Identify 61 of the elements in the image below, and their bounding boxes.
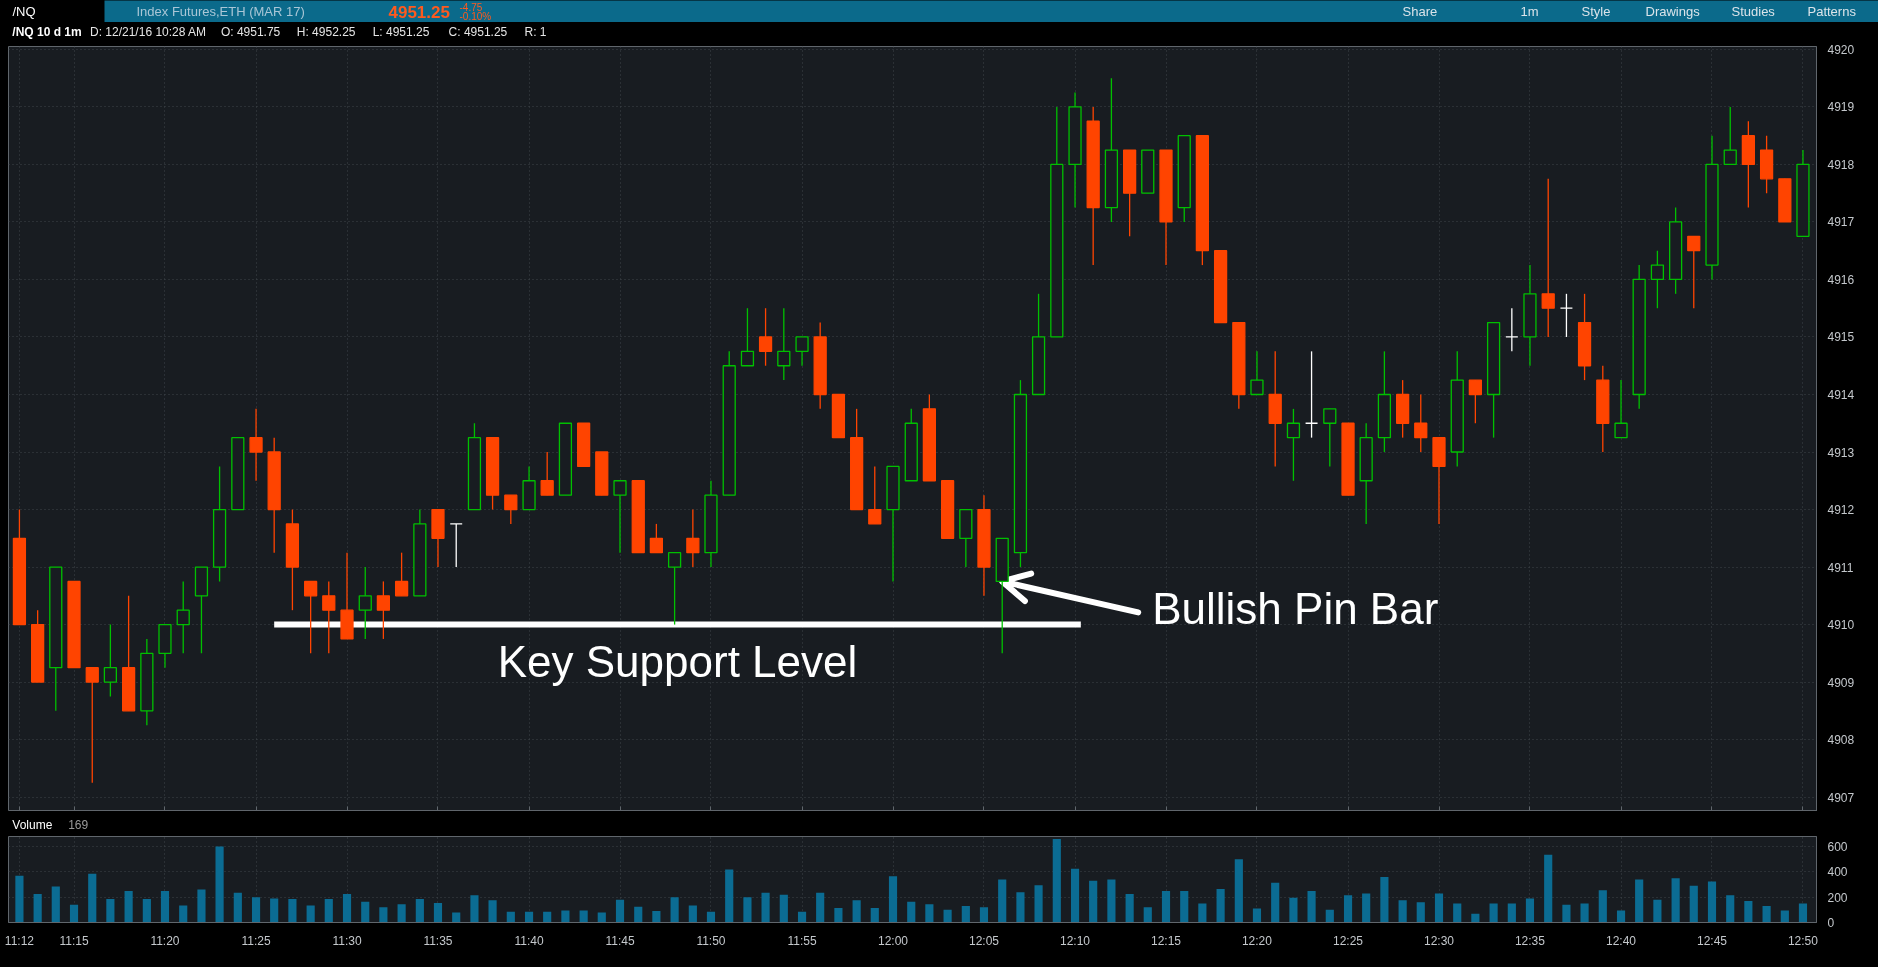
y-tick-label: 4908: [1827, 733, 1855, 748]
text: 1m: [1520, 4, 1539, 19]
x-tick-label: 12:15: [1150, 933, 1182, 948]
chart-title: Volume: [12, 817, 53, 832]
y-tick-label: 4907: [1827, 790, 1855, 805]
text: Patterns: [1807, 4, 1857, 19]
y-tick-label: 4917: [1827, 215, 1855, 230]
y-tick-label: 4920: [1827, 42, 1855, 57]
x-tick-label: 12:05: [968, 933, 1000, 948]
text: 4951.25: [388, 2, 450, 22]
text: Style: [1581, 4, 1611, 19]
y-tick-label: 4916: [1827, 272, 1855, 287]
x-tick-label: 11:50: [696, 933, 726, 948]
y-tick-label: 4919: [1827, 100, 1855, 115]
x-tick-label: 12:45: [1696, 933, 1728, 948]
x-tick-label: 12:35: [1514, 933, 1546, 948]
text: H: 4952.25: [296, 25, 356, 39]
text: D: 12/21/16 10:28 AM: [90, 25, 207, 39]
chart-title: /NQ 10 d 1m: [12, 25, 82, 39]
y-tick-label: 4914: [1827, 387, 1855, 402]
text: Index Futures,ETH (MAR 17): [136, 4, 305, 19]
y-tick-label: 4918: [1827, 157, 1855, 172]
y-tick-label: 4909: [1827, 675, 1855, 690]
x-tick-label: 11:35: [423, 933, 453, 948]
x-tick-label: 12:10: [1060, 933, 1091, 948]
y-tick-label: 200: [1827, 890, 1848, 905]
x-tick-label: 11:12: [4, 933, 35, 948]
x-tick-label: 11:30: [332, 933, 362, 948]
x-tick-label: 12:50: [1787, 933, 1819, 948]
text: Drawings: [1645, 4, 1701, 19]
x-tick-label: 12:30: [1423, 933, 1455, 948]
y-tick-label: 4915: [1827, 330, 1855, 345]
text: Studies: [1731, 4, 1776, 19]
annotation: Bullish Pin Bar: [1152, 583, 1439, 633]
series-label: Key Support Level: [497, 637, 858, 687]
x-tick-label: 11:25: [241, 933, 271, 948]
x-tick-label: 11:40: [514, 933, 544, 948]
text: -4.75: [459, 2, 483, 13]
x-tick-label: 11:20: [150, 933, 180, 948]
text: R: 1: [524, 25, 547, 39]
text: O: 4951.75: [220, 25, 281, 39]
y-tick-label: 400: [1827, 865, 1848, 880]
x-tick-label: 12:00: [877, 933, 909, 948]
y-tick-label: 0: [1827, 916, 1835, 930]
y-tick-label: 600: [1827, 840, 1848, 855]
x-tick-label: 11:55: [787, 933, 817, 948]
text: Share: [1402, 4, 1438, 19]
y-tick-label: 4911: [1827, 560, 1854, 575]
text: C: 4951.25: [448, 25, 508, 39]
text: 169: [68, 818, 89, 832]
text: -0.10%: [459, 11, 492, 22]
x-tick-label: 11:45: [605, 933, 635, 948]
x-tick-label: 12:25: [1333, 933, 1364, 948]
y-tick-label: 4912: [1827, 503, 1855, 518]
x-tick-label: 11:15: [59, 933, 89, 948]
y-tick-label: 4910: [1827, 618, 1855, 633]
x-tick-label: 12:40: [1606, 933, 1637, 948]
text: /NQ: [12, 4, 36, 19]
text: L: 4951.25: [372, 25, 430, 39]
y-tick-label: 4913: [1827, 445, 1855, 460]
x-tick-label: 12:20: [1241, 933, 1273, 948]
